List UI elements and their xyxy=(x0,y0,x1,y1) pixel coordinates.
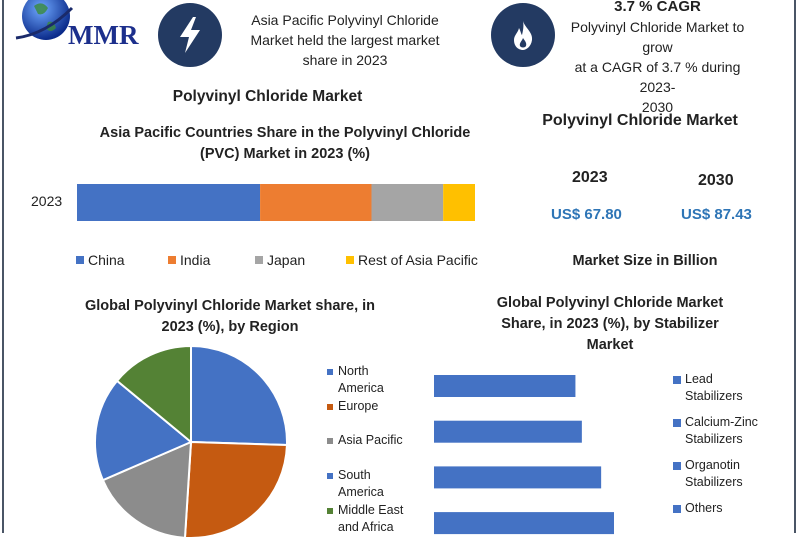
title-line: (PVC) Market in 2023 (%) xyxy=(199,146,371,162)
legend-label: Organotin xyxy=(685,458,740,472)
legend-label: Middle East xyxy=(338,503,404,517)
highlight-line: Market held the largest market xyxy=(250,32,440,48)
cagr-heading: 3.7 % CAGR xyxy=(614,0,701,15)
lightning-icon xyxy=(180,17,200,53)
legend-label: America xyxy=(338,381,384,395)
market-size-unit: Market Size in Billion xyxy=(572,253,718,269)
legend-swatch xyxy=(327,403,333,410)
stab-legend-calcium-zinc: Calcium-Zinc Stabilizers xyxy=(673,414,758,448)
bar-segment-india xyxy=(260,184,372,221)
highlight-circle xyxy=(158,3,222,67)
pie-slice-middle-east-and-africa xyxy=(115,344,192,445)
highlight-line: at a CAGR of 3.7 % during 2023- xyxy=(574,59,741,95)
highlight-cagr: 3.7 % CAGR Polyvinyl Chloride Market to … xyxy=(555,0,760,117)
bar-segment-japan xyxy=(371,184,444,221)
title-line: Asia Pacific Countries Share in the Poly… xyxy=(99,125,471,141)
highlight-asia-pacific: Asia Pacific Polyvinyl Chloride Market h… xyxy=(230,10,460,70)
country-chart-title: Asia Pacific Countries Share in the Poly… xyxy=(80,123,490,165)
legend-item-india: India xyxy=(168,252,210,268)
legend-swatch xyxy=(327,507,333,514)
stab-legend-organotin: Organotin Stabilizers xyxy=(673,457,743,491)
legend-swatch xyxy=(346,256,354,264)
pie-slice-europe xyxy=(183,440,288,539)
legend-label: Rest of Asia Pacific xyxy=(358,252,478,268)
legend-label: South xyxy=(338,468,371,482)
pie-legend-asia-pacific: Asia Pacific xyxy=(327,432,403,449)
stabilizer-chart-title: Global Polyvinyl Chloride Market Share, … xyxy=(470,293,750,356)
legend-label: India xyxy=(180,252,211,268)
legend-swatch xyxy=(168,256,176,264)
legend-label: Others xyxy=(685,501,723,515)
category-label: 2023 xyxy=(31,193,63,209)
region-pie-chart xyxy=(94,344,288,539)
legend-label: Stabilizers xyxy=(685,389,743,403)
legend-label: Stabilizers xyxy=(685,475,743,489)
highlight-line: 2030 xyxy=(641,99,674,115)
stabilizer-bar-chart xyxy=(434,375,614,535)
flame-icon xyxy=(514,21,533,50)
legend-item-rest: Rest of Asia Pacific xyxy=(346,252,478,268)
title-line: Share, in 2023 (%), by Stabilizer xyxy=(501,316,719,332)
globe-logo-icon xyxy=(14,0,74,46)
logo-text: MMR xyxy=(68,20,139,50)
pie-slice-south-america xyxy=(94,379,193,482)
legend-label: China xyxy=(88,252,125,268)
market-size-title: Polyvinyl Chloride Market xyxy=(542,112,738,129)
legend-swatch xyxy=(673,419,681,427)
legend-label: Calcium-Zinc xyxy=(685,415,758,429)
frame-right-border xyxy=(794,0,796,533)
bar-lead-stabilizers xyxy=(434,375,576,397)
value-2030: US$ 87.43 xyxy=(681,206,752,223)
stacked-bar-chart xyxy=(77,184,475,221)
section-title: Polyvinyl Chloride Market xyxy=(172,88,363,105)
legend-item-china: China xyxy=(76,252,125,268)
bar-others xyxy=(434,512,614,535)
highlight-line: share in 2023 xyxy=(302,52,388,68)
highlight-line: Polyvinyl Chloride Market to grow xyxy=(570,19,745,55)
title-line: Global Polyvinyl Chloride Market share, … xyxy=(84,298,376,314)
pie-legend-europe: Europe xyxy=(327,398,378,415)
pie-legend-north-america: North America xyxy=(327,363,384,397)
highlight-circle xyxy=(491,3,555,67)
year-2030: 2030 xyxy=(698,172,734,189)
stab-legend-others: Others xyxy=(673,500,723,517)
title-line: Market xyxy=(586,337,634,353)
region-chart-title: Global Polyvinyl Chloride Market share, … xyxy=(50,296,410,338)
legend-label: North xyxy=(338,364,369,378)
frame-left-border xyxy=(2,0,4,533)
legend-swatch xyxy=(255,256,263,264)
bar-segment-china xyxy=(77,184,261,221)
legend-label: Asia Pacific xyxy=(338,433,403,447)
legend-label: Stabilizers xyxy=(685,432,743,446)
bar-organotin-stabilizers xyxy=(434,466,602,489)
highlight-line: Asia Pacific Polyvinyl Chloride xyxy=(251,12,439,28)
legend-swatch xyxy=(673,462,681,470)
legend-label: America xyxy=(338,485,384,499)
legend-swatch xyxy=(673,505,681,513)
stab-legend-lead: Lead Stabilizers xyxy=(673,371,743,405)
value-2023: US$ 67.80 xyxy=(551,206,622,223)
legend-swatch xyxy=(673,376,681,384)
pie-legend-south-america: South America xyxy=(327,467,384,501)
legend-label: Japan xyxy=(267,252,306,268)
bar-calcium-zinc-stabilizers xyxy=(434,420,582,443)
year-2023: 2023 xyxy=(572,169,608,186)
legend-label: Europe xyxy=(338,399,379,413)
legend-item-japan: Japan xyxy=(255,252,305,268)
legend-swatch xyxy=(327,368,333,375)
pie-slice-north-america xyxy=(190,344,288,447)
legend-swatch xyxy=(76,256,84,264)
bar-segment-rest-of-asia-pacific xyxy=(443,184,475,221)
legend-swatch xyxy=(327,437,333,444)
legend-swatch xyxy=(327,472,333,479)
title-line: Global Polyvinyl Chloride Market xyxy=(496,295,724,311)
legend-label: Lead xyxy=(685,372,713,386)
legend-label: and Africa xyxy=(338,520,394,534)
title-line: 2023 (%), by Region xyxy=(161,319,299,335)
pie-legend-mea: Middle East and Africa xyxy=(327,502,403,536)
